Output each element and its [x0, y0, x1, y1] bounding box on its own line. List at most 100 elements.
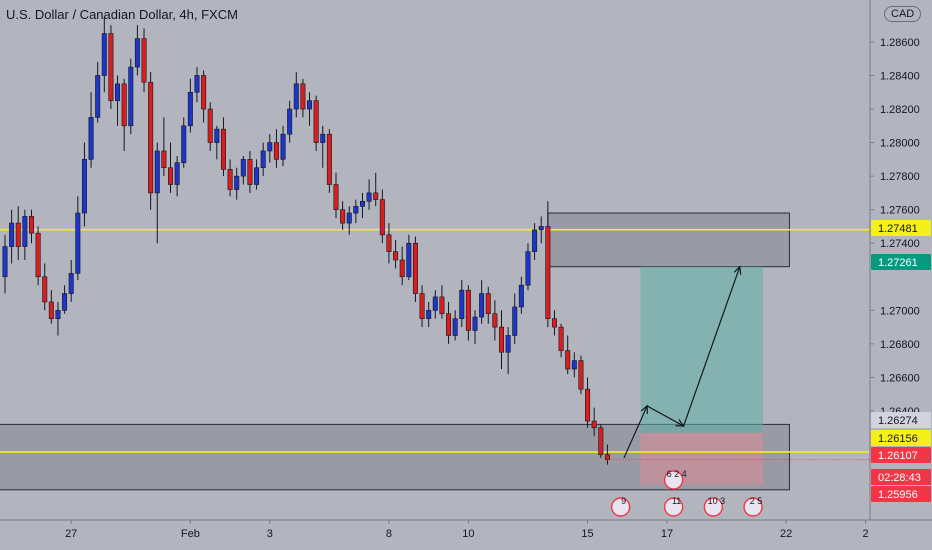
- x-tick-label: 27: [65, 528, 77, 540]
- candle-body: [75, 212, 81, 274]
- x-tick-label: Feb: [181, 528, 200, 540]
- candle-body: [194, 75, 200, 93]
- candle-body: [42, 276, 48, 303]
- price-label: 1.26274: [878, 415, 918, 427]
- candle-body: [551, 318, 557, 328]
- candle-body: [68, 273, 74, 294]
- candle-body: [108, 33, 114, 101]
- x-tick-label: 3: [267, 528, 273, 540]
- candle-body: [505, 335, 511, 353]
- candle-body: [81, 159, 87, 214]
- candle-body: [214, 128, 220, 143]
- candle-body: [121, 83, 127, 127]
- price-label-bg: [871, 447, 931, 463]
- position-stop-area: [640, 432, 763, 485]
- candle-body: [452, 318, 458, 336]
- candle-body: [280, 133, 286, 160]
- candle-body: [558, 326, 564, 351]
- event-icon: [663, 470, 684, 490]
- candle-body: [498, 326, 504, 353]
- candle-body: [207, 108, 213, 143]
- candle-body: [426, 310, 432, 320]
- price-label: 1.27261: [878, 257, 918, 269]
- candle-body: [187, 91, 193, 127]
- candle-body: [479, 293, 485, 318]
- candle-body: [472, 316, 478, 331]
- candle-body: [95, 75, 101, 118]
- candle-body: [300, 83, 306, 110]
- candle-body: [525, 251, 531, 286]
- candle-body: [359, 200, 365, 207]
- arrow-head: [640, 404, 648, 414]
- candle-body: [604, 454, 610, 460]
- candle-body: [465, 289, 471, 331]
- candle-body: [459, 289, 465, 320]
- y-tick-label: 1.28000: [880, 138, 920, 150]
- price-label-bg: [871, 469, 931, 485]
- y-tick-label: 1.27000: [880, 305, 920, 317]
- candle-body: [48, 301, 54, 320]
- candle-body: [326, 133, 332, 185]
- candle-body: [201, 75, 207, 110]
- candle-body: [373, 192, 379, 200]
- candle-body: [28, 216, 34, 234]
- candle-body: [101, 33, 107, 76]
- candle-body: [174, 162, 180, 185]
- price-label: 1.27481: [878, 223, 918, 235]
- candle-body: [353, 206, 359, 214]
- candle-body: [2, 246, 8, 278]
- y-tick-label: 1.27600: [880, 205, 920, 217]
- candle-body: [55, 310, 61, 320]
- candle-body: [386, 234, 392, 252]
- candle-body: [35, 232, 41, 278]
- candle-body: [22, 216, 28, 247]
- candle-body: [293, 83, 299, 110]
- arrow-head: [733, 265, 742, 275]
- price-label-bg: [871, 220, 931, 236]
- candle-body: [88, 117, 94, 160]
- candle-body: [254, 167, 260, 185]
- candle-body: [406, 242, 412, 278]
- y-tick-label: 1.28400: [880, 70, 920, 82]
- currency-badge[interactable]: CAD: [884, 6, 922, 22]
- candle-body: [571, 360, 577, 370]
- candle-body: [379, 199, 385, 236]
- candle-body: [128, 66, 134, 127]
- y-tick-label: 1.28200: [880, 104, 920, 116]
- candle-body: [591, 420, 597, 429]
- arrow-head: [675, 419, 685, 427]
- event-label: 11: [672, 496, 681, 506]
- candle-body: [62, 293, 68, 311]
- position-target-area: [640, 266, 763, 433]
- candle-body: [393, 251, 399, 261]
- candle-body: [141, 38, 147, 83]
- x-tick-label: 22: [780, 528, 792, 540]
- candle-body: [485, 293, 491, 314]
- candle-body: [287, 108, 293, 135]
- candle-body: [346, 212, 352, 224]
- projection-path: [623, 266, 741, 459]
- candle-body: [9, 222, 15, 247]
- event-icon: [663, 497, 684, 517]
- price-label: 1.26156: [878, 433, 918, 445]
- y-tick-label: 1.26600: [880, 372, 920, 384]
- price-label: 02:28:43: [878, 472, 921, 484]
- event-icon: [703, 497, 724, 517]
- candle-body: [227, 169, 233, 190]
- candle-body: [115, 83, 121, 101]
- candle-body: [578, 360, 584, 390]
- candle-body: [168, 167, 174, 185]
- price-label: 1.25956: [878, 489, 918, 501]
- candle-body: [340, 209, 346, 224]
- candle-body: [585, 388, 591, 422]
- candle-body: [148, 81, 154, 194]
- candle-body: [313, 100, 319, 143]
- candle-body: [220, 128, 226, 170]
- candle-body: [366, 192, 372, 202]
- candle-body: [512, 306, 518, 336]
- event-label: 6 2 4: [667, 469, 687, 479]
- candle-body: [399, 259, 405, 278]
- candle-body: [260, 150, 266, 169]
